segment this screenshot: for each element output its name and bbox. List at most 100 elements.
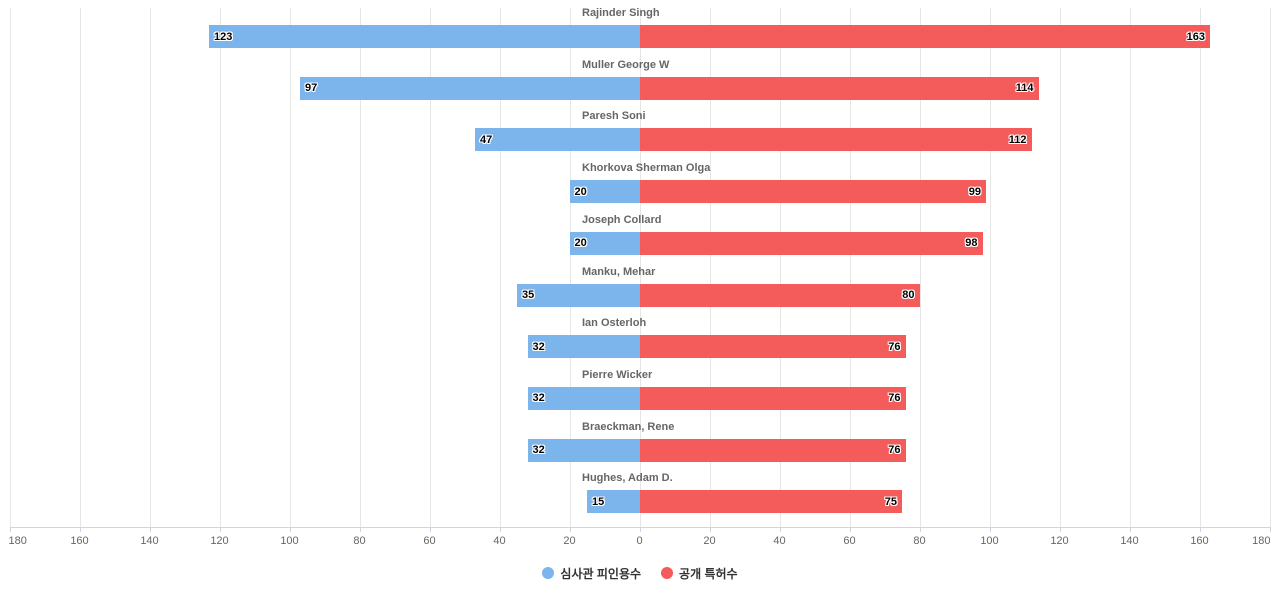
x-axis-tick	[1269, 527, 1271, 532]
bar-value-label: 98	[965, 237, 978, 250]
x-axis-tick	[289, 527, 291, 532]
red-circle-icon	[661, 567, 674, 579]
legend-item-cited-count[interactable]: 심사관 피인용수	[542, 565, 641, 582]
x-gridline	[1269, 8, 1271, 527]
category-label: Ian Osterloh	[582, 317, 647, 330]
category-label: Pierre Wicker	[582, 368, 653, 381]
category-label: Rajinder Singh	[582, 7, 660, 19]
x-gridline	[919, 8, 921, 527]
x-axis-tick	[499, 527, 501, 532]
published-patents-bar[interactable]: 75	[639, 490, 902, 514]
bar-value-label: 15	[592, 495, 605, 508]
x-axis-label: 120	[210, 535, 229, 547]
published-patents-bar[interactable]: 80	[639, 283, 920, 307]
x-gridline	[149, 8, 151, 527]
x-axis-label: 60	[423, 535, 436, 547]
x-axis-tick	[569, 527, 571, 532]
x-axis-label: 100	[980, 535, 999, 547]
bar-value-label: 35	[522, 289, 535, 301]
x-axis-line	[9, 527, 1271, 528]
x-gridline	[849, 8, 851, 527]
x-axis-tick	[639, 527, 641, 532]
x-axis-tick	[149, 527, 151, 532]
x-axis-label: 180	[1252, 535, 1271, 547]
x-axis-label: 0	[636, 535, 643, 547]
cited-count-bar[interactable]: 35	[517, 283, 640, 307]
category-label: Manku, Mehar	[582, 265, 656, 278]
x-axis-label: 100	[280, 535, 299, 547]
category-label: Joseph Collard	[582, 213, 662, 226]
x-axis-label: 40	[493, 535, 506, 547]
bar-value-label: 112	[1008, 133, 1027, 146]
x-gridline	[219, 8, 221, 527]
x-axis-tick	[1199, 527, 1201, 532]
bar-value-label: 32	[532, 444, 545, 457]
x-axis-label: 160	[70, 535, 89, 547]
x-axis-tick	[219, 527, 221, 532]
x-axis-label: 60	[843, 535, 856, 547]
legend-label-cited-count: 심사관 피인용수	[560, 566, 642, 581]
category-label: Muller George W	[582, 58, 670, 71]
published-patents-bar[interactable]: 76	[639, 386, 906, 410]
legend-item-published-patents[interactable]: 공개 특허수	[661, 565, 738, 582]
x-axis-tick	[849, 527, 851, 532]
bar-value-label: 80	[902, 289, 915, 301]
published-patents-bar[interactable]: 112	[639, 128, 1032, 152]
x-gridline	[1059, 8, 1061, 527]
cited-count-bar[interactable]: 20	[569, 180, 640, 204]
bar-value-label: 76	[888, 340, 901, 353]
x-gridline	[1199, 8, 1201, 527]
cited-count-bar[interactable]: 15	[587, 490, 640, 514]
x-gridline	[639, 8, 641, 527]
x-axis-label: 80	[913, 535, 926, 547]
x-axis-tick	[79, 527, 81, 532]
x-gridline	[499, 8, 501, 527]
x-gridline	[289, 8, 291, 527]
x-axis-tick	[989, 527, 991, 532]
legend-label-published-patents: 공개 특허수	[679, 566, 738, 581]
cited-count-bar[interactable]: 20	[569, 231, 640, 255]
x-axis-tick	[919, 527, 921, 532]
x-axis-label: 140	[140, 535, 159, 547]
published-patents-bar[interactable]: 163	[639, 25, 1210, 48]
cited-count-bar[interactable]: 32	[527, 335, 640, 359]
cited-count-bar[interactable]: 47	[475, 128, 640, 152]
blue-circle-icon	[542, 567, 555, 579]
bar-value-label: 97	[305, 82, 318, 95]
x-axis-tick	[359, 527, 361, 532]
cited-count-bar[interactable]: 32	[527, 386, 640, 410]
x-gridline	[989, 8, 991, 527]
published-patents-bar[interactable]: 114	[639, 76, 1039, 100]
x-axis-tick	[709, 527, 711, 532]
x-axis-tick	[9, 527, 11, 532]
category-label: Paresh Soni	[582, 110, 646, 123]
bar-value-label: 163	[1186, 30, 1205, 43]
cited-count-bar[interactable]: 123	[209, 25, 640, 48]
published-patents-bar[interactable]: 76	[639, 335, 906, 359]
category-label: Khorkova Sherman Olga	[582, 162, 711, 175]
x-gridline	[1129, 8, 1131, 527]
bar-value-label: 32	[532, 340, 545, 353]
x-gridline	[79, 8, 81, 527]
x-gridline	[779, 8, 781, 527]
x-axis-label: 20	[563, 535, 576, 547]
x-axis-tick	[779, 527, 781, 532]
x-axis-tick	[429, 527, 431, 532]
x-axis-label: 160	[1190, 535, 1209, 547]
cited-count-bar[interactable]: 97	[300, 76, 640, 100]
cited-count-bar[interactable]: 32	[527, 438, 640, 462]
x-gridline	[569, 8, 571, 527]
bar-value-label: 47	[480, 133, 493, 146]
bar-value-label: 123	[214, 30, 233, 43]
bar-value-label: 114	[1015, 82, 1034, 95]
x-axis-label: 40	[773, 535, 786, 547]
bar-value-label: 20	[574, 237, 587, 250]
published-patents-bar[interactable]: 76	[639, 438, 906, 462]
published-patents-bar[interactable]: 99	[639, 180, 986, 204]
category-label: Braeckman, Rene	[582, 420, 675, 433]
x-axis-tick	[1129, 527, 1131, 532]
x-gridline	[359, 8, 361, 527]
published-patents-bar[interactable]: 98	[639, 231, 983, 255]
x-axis-label: 140	[1120, 535, 1139, 547]
x-gridline	[709, 8, 711, 527]
